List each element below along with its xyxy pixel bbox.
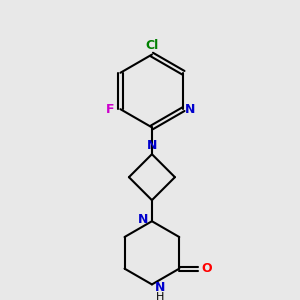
Text: O: O: [202, 262, 212, 275]
Text: N: N: [138, 213, 148, 226]
Text: H: H: [155, 292, 164, 300]
Text: Cl: Cl: [145, 38, 158, 52]
Text: N: N: [154, 281, 165, 294]
Text: N: N: [147, 139, 157, 152]
Text: N: N: [185, 103, 195, 116]
Text: F: F: [106, 103, 114, 116]
